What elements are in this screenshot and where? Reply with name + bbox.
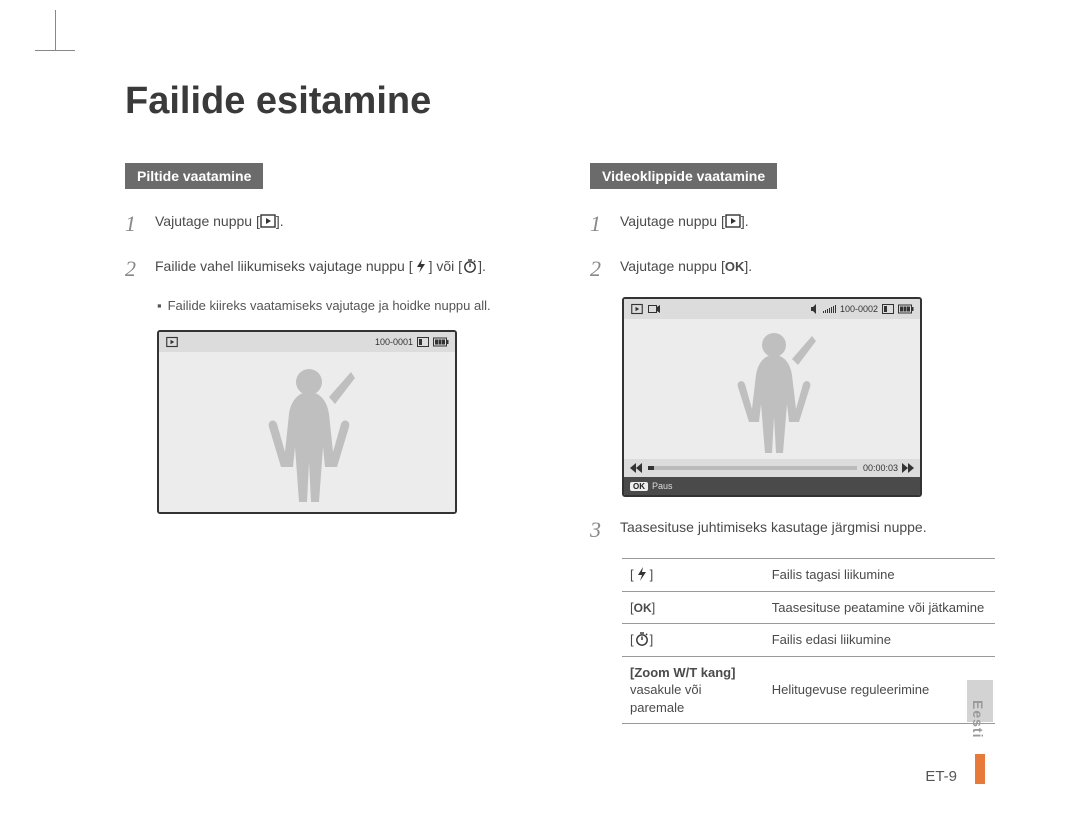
section-header-photos: Piltide vaatamine — [125, 163, 263, 189]
side-language-tab: Eesti — [967, 680, 993, 770]
screen-footer: OK Paus — [624, 477, 920, 495]
play-rect-icon — [630, 303, 644, 315]
table-row: [] Failis tagasi liikumine — [622, 559, 995, 592]
text-fragment: ]. — [744, 258, 752, 274]
controls-table: [] Failis tagasi liikumine [OK] Taasesit… — [622, 558, 995, 724]
rewind-icon — [630, 463, 642, 473]
step-text: Vajutage nuppu []. — [620, 207, 749, 232]
screen-preview-photo: 100-0001 — [157, 330, 457, 514]
screen-body — [159, 352, 455, 512]
text-fragment: Vajutage nuppu [ — [620, 258, 725, 274]
play-rect-icon — [165, 336, 179, 348]
screen-topbar: 100-0001 — [159, 332, 455, 352]
step-3-right: 3 Taasesituse juhtimiseks kasutage järgm… — [590, 513, 995, 546]
step-number: 1 — [590, 207, 606, 240]
step-2-left: 2 Failide vahel liikumiseks vajutage nup… — [125, 252, 530, 285]
bullet-marker: ▪ — [157, 297, 162, 316]
volume-bars-icon — [823, 305, 836, 313]
step-1-left: 1 Vajutage nuppu []. — [125, 207, 530, 240]
flash-icon — [634, 566, 650, 582]
progress-bar — [648, 466, 857, 470]
step-text: Failide vahel liikumiseks vajutage nuppu… — [155, 252, 486, 277]
bullet-text: Failide kiireks vaatamiseks vajutage ja … — [168, 297, 491, 316]
page-title: Failide esitamine — [125, 80, 995, 123]
control-desc: Failis edasi liikumine — [764, 624, 995, 657]
ok-tag: OK — [630, 482, 648, 491]
control-key: [] — [622, 624, 764, 657]
step-1-right: 1 Vajutage nuppu []. — [590, 207, 995, 240]
flash-icon — [413, 258, 429, 274]
table-row: [OK] Taasesituse peatamine või jätkamine — [622, 591, 995, 624]
text-fragment: ]. — [478, 258, 486, 274]
ok-text-icon: OK — [634, 601, 652, 615]
battery-icon — [433, 337, 449, 347]
step-number: 1 — [125, 207, 141, 240]
play-rect-icon — [725, 213, 741, 229]
battery-icon — [898, 304, 914, 314]
text-fragment: ]. — [741, 213, 749, 229]
timer-icon — [462, 258, 478, 274]
text-fragment: ] või [ — [429, 258, 462, 274]
table-row: [Zoom W/T kang] vasakule või paremale He… — [622, 656, 995, 724]
control-key: [] — [622, 559, 764, 592]
step-number: 2 — [125, 252, 141, 285]
step-number: 3 — [590, 513, 606, 546]
right-column: Videoklippide vaatamine 1 Vajutage nuppu… — [590, 163, 995, 724]
step-text: Taasesituse juhtimiseks kasutage järgmis… — [620, 513, 927, 538]
text-fragment: Vajutage nuppu [ — [620, 213, 725, 229]
card-icon — [417, 337, 429, 347]
left-column: Piltide vaatamine 1 Vajutage nuppu []. 2… — [125, 163, 530, 724]
page: Failide esitamine Piltide vaatamine 1 Va… — [55, 0, 1055, 835]
section-header-video: Videoklippide vaatamine — [590, 163, 777, 189]
video-icon — [648, 304, 660, 314]
step-text: Vajutage nuppu []. — [155, 207, 284, 232]
control-desc: Failis tagasi liikumine — [764, 559, 995, 592]
footer-label: Paus — [652, 481, 673, 491]
card-icon — [882, 304, 894, 314]
screen-body — [624, 319, 920, 459]
forward-icon — [902, 463, 914, 473]
play-rect-icon — [260, 213, 276, 229]
text-fragment: ]. — [276, 213, 284, 229]
control-desc: Helitugevuse reguleerimine — [764, 656, 995, 724]
control-key: [OK] — [622, 591, 764, 624]
table-row: [] Failis edasi liikumine — [622, 624, 995, 657]
person-silhouette — [624, 319, 922, 459]
playback-time: 00:00:03 — [863, 463, 898, 473]
page-number: ET-9 — [925, 768, 957, 785]
tab-orange-marker — [975, 754, 985, 784]
screen-counter: 100-0002 — [840, 304, 878, 314]
screen-preview-video: 100-0002 00:00:03 — [622, 297, 922, 497]
tab-language-label: Eesti — [970, 700, 986, 738]
text-fragment: Vajutage nuppu [ — [155, 213, 260, 229]
ok-text-icon: OK — [725, 259, 745, 274]
content-columns: Piltide vaatamine 1 Vajutage nuppu []. 2… — [125, 163, 995, 724]
zoom-lever-label: [Zoom W/T kang] — [630, 665, 735, 680]
text-fragment: Failide vahel liikumiseks vajutage nuppu… — [155, 258, 413, 274]
step-text: Vajutage nuppu [OK]. — [620, 252, 752, 277]
control-key: [Zoom W/T kang] vasakule või paremale — [622, 656, 764, 724]
timer-icon — [634, 631, 650, 647]
person-silhouette — [159, 352, 457, 512]
screen-controls: 00:00:03 — [624, 459, 920, 477]
step-2-right: 2 Vajutage nuppu [OK]. — [590, 252, 995, 285]
speaker-icon — [811, 304, 819, 314]
screen-counter: 100-0001 — [375, 337, 413, 347]
step-number: 2 — [590, 252, 606, 285]
zoom-lever-sub: vasakule või paremale — [630, 682, 702, 715]
control-desc: Taasesituse peatamine või jätkamine — [764, 591, 995, 624]
screen-topbar: 100-0002 — [624, 299, 920, 319]
bullet-note: ▪ Failide kiireks vaatamiseks vajutage j… — [157, 297, 530, 316]
